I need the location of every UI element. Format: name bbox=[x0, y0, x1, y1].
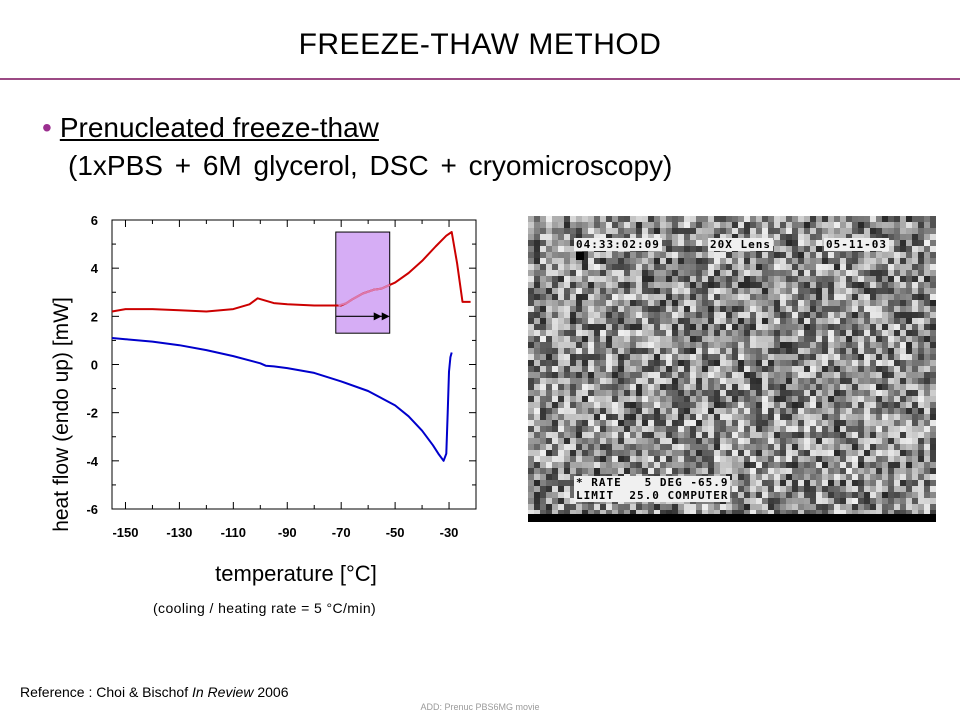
range-arrow-head-2 bbox=[381, 312, 390, 321]
micrograph-date: 05-11-03 bbox=[824, 238, 889, 251]
x-tick-label: -110 bbox=[221, 525, 246, 540]
range-arrow-head-1 bbox=[373, 312, 382, 321]
x-tick-label: -130 bbox=[166, 525, 192, 540]
micrograph-grains bbox=[528, 216, 936, 516]
rate-note: (cooling / heating rate = 5 °C/min) bbox=[153, 600, 377, 616]
x-tick-label: -150 bbox=[112, 525, 138, 540]
reference-prefix: Reference : Choi & Bischof bbox=[20, 684, 192, 700]
y-tick-label: 0 bbox=[91, 358, 98, 373]
heating-curve bbox=[111, 231, 471, 313]
y-tick-label: 6 bbox=[91, 213, 98, 228]
micrograph-timestamp: 04:33:02:09 bbox=[574, 238, 662, 251]
x-tick-label: -30 bbox=[440, 525, 459, 540]
reference-suffix: 2006 bbox=[253, 684, 289, 700]
plot-frame bbox=[111, 219, 477, 510]
micrograph-bottom-band bbox=[528, 514, 936, 522]
highlight-region bbox=[335, 231, 391, 334]
cooling-curve bbox=[111, 337, 453, 462]
dsc-chart: 6 4 2 0 -2 -4 -6 -150 -130 -110 -90 -70 -50 -30 temper… bbox=[50, 213, 477, 586]
y-tick-label: 4 bbox=[91, 261, 99, 276]
bullet-subline: (1xPBS + 6M glycerol, DSC + cryomicrosco… bbox=[68, 150, 673, 181]
reference-italic: In Review bbox=[191, 684, 254, 700]
bullet-dot-icon: • bbox=[42, 112, 52, 143]
x-axis-label: temperature [°C] bbox=[215, 561, 377, 586]
y-axis-label: heat flow (endo up) [mW] bbox=[50, 297, 73, 532]
micrograph-lens: 20X Lens bbox=[708, 238, 773, 251]
micrograph-rate: * RATE 5 DEG -65.9 bbox=[574, 476, 731, 489]
y-tick-label: -4 bbox=[86, 454, 98, 469]
bullet-text: Prenucleated freeze-thaw bbox=[59, 112, 379, 143]
x-tick-label: -50 bbox=[386, 525, 405, 540]
micrograph-limit: LIMIT 25.0 COMPUTER bbox=[574, 489, 731, 502]
x-tick-label: -90 bbox=[278, 525, 297, 540]
highlight-curve bbox=[338, 284, 391, 307]
micrograph-cursor bbox=[576, 252, 584, 260]
slide-title: FREEZE-THAW METHOD bbox=[298, 28, 662, 61]
y-tick-label: -6 bbox=[86, 502, 98, 517]
footer-note: ADD: Prenuc PBS6MG movie bbox=[420, 702, 540, 712]
cryomicroscopy-image: 04:33:02:09 20X Lens 05-11-03 * RATE 5 D… bbox=[528, 216, 936, 522]
x-tick-label: -70 bbox=[332, 525, 351, 540]
y-tick-label: 2 bbox=[91, 309, 98, 324]
title-divider bbox=[0, 78, 960, 80]
y-tick-label: -2 bbox=[86, 406, 98, 421]
bullet-item: • Prenucleated freeze-thaw bbox=[42, 112, 379, 144]
reference: Reference : Choi & Bischof In Review 200… bbox=[20, 684, 289, 700]
